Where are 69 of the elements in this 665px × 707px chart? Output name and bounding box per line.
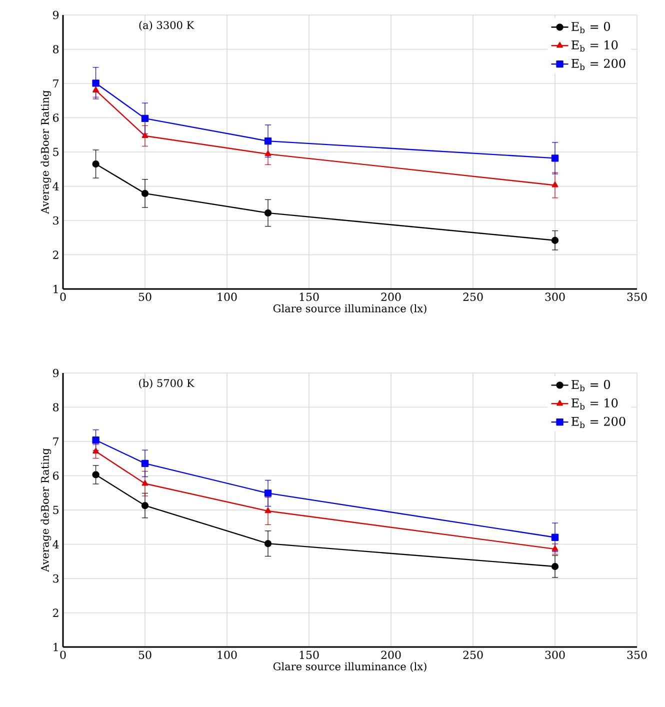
point <box>92 471 100 478</box>
x-tick-label: 150 <box>300 292 319 302</box>
y-tick-label: 2 <box>53 608 58 617</box>
x-tick-label: 0 <box>60 292 66 302</box>
x-tick-label: 0 <box>60 650 66 660</box>
x-tick-label: 50 <box>138 650 152 660</box>
point <box>264 507 272 514</box>
point <box>264 490 272 497</box>
y-tick-label: 1 <box>54 642 58 652</box>
point <box>92 80 100 87</box>
legend-label: E$_{b}$ = 10 <box>572 398 618 410</box>
x-tick-label: 250 <box>463 650 483 660</box>
y-tick-label: 4 <box>52 182 59 190</box>
x-tick-label: 100 <box>218 650 237 660</box>
legend-label: E$_{b}$ = 10 <box>572 40 618 52</box>
legend-label: E$_{b}$ = 0 <box>572 380 610 392</box>
y-tick-label: 3 <box>53 216 58 225</box>
point <box>264 137 272 145</box>
y-tick-label: 9 <box>52 10 59 20</box>
y-axis-title: Average deBoer Rating <box>40 90 52 214</box>
y-tick-label: 8 <box>53 403 59 412</box>
legend-label: E$_{b}$ = 200 <box>572 416 626 428</box>
point <box>92 160 100 168</box>
text: (a) 3300 K <box>139 20 194 31</box>
y-tick-label: 3 <box>53 574 58 583</box>
point <box>92 86 99 92</box>
y-tick-label: 8 <box>53 45 59 54</box>
x-tick-label: 100 <box>218 292 237 302</box>
x-axis-title: Glare source illuminance (lx) <box>273 662 426 672</box>
point <box>551 236 559 244</box>
point <box>92 448 99 454</box>
y-tick-label: 5 <box>53 506 58 514</box>
text: (b) 5700 K <box>139 378 195 389</box>
y-tick-label: 6 <box>53 114 59 122</box>
y-tick-label: 2 <box>53 250 58 259</box>
legend-label: E$_{b}$ = 0 <box>572 22 610 34</box>
point <box>264 209 272 217</box>
y-tick-label: 9 <box>52 368 59 378</box>
point <box>264 150 272 156</box>
point <box>141 190 149 198</box>
y-tick-label: 7 <box>53 79 59 88</box>
x-tick-label: 50 <box>138 292 152 302</box>
y-axis-title: Average deBoer Rating <box>40 448 52 572</box>
point <box>142 132 148 138</box>
y-tick-label: 1 <box>54 284 58 294</box>
x-tick-label: 300 <box>545 650 565 660</box>
x-tick-label: 350 <box>627 650 647 660</box>
legend-label: E$_{b}$ = 200 <box>572 58 626 70</box>
x-tick-label: 200 <box>381 650 401 660</box>
x-tick-label: 150 <box>300 650 319 660</box>
point <box>551 534 559 541</box>
x-tick-label: 250 <box>463 292 483 302</box>
point <box>141 502 149 510</box>
point <box>141 460 149 468</box>
point <box>92 436 100 444</box>
x-tick-label: 300 <box>545 292 565 302</box>
y-tick-label: 6 <box>53 472 59 480</box>
point <box>141 114 149 122</box>
point <box>264 540 272 548</box>
x-tick-label: 350 <box>627 292 647 302</box>
y-tick-label: 5 <box>53 148 58 156</box>
y-tick-label: 4 <box>52 540 59 548</box>
x-axis-title: Glare source illuminance (lx) <box>273 304 426 314</box>
x-tick-label: 200 <box>381 292 401 302</box>
point <box>142 480 148 486</box>
point <box>551 562 559 570</box>
point <box>552 182 558 188</box>
y-tick-label: 7 <box>53 437 59 446</box>
point <box>551 154 559 162</box>
